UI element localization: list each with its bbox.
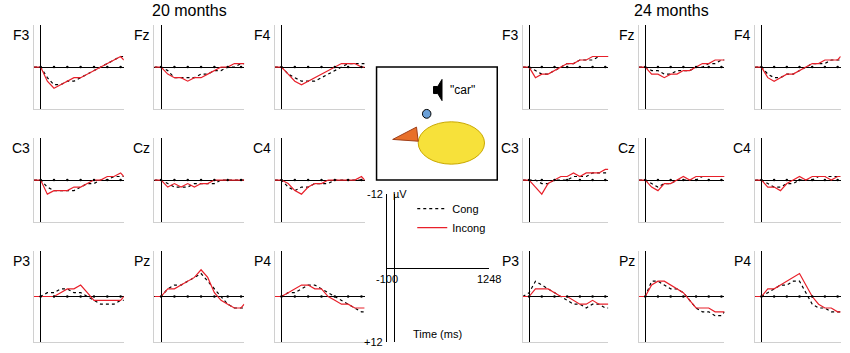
svg-text:P3: P3 <box>502 253 519 269</box>
svg-text:-100: -100 <box>376 273 398 285</box>
svg-text:Time (ms): Time (ms) <box>413 328 462 340</box>
svg-text:F4: F4 <box>254 27 271 43</box>
svg-text:20 months: 20 months <box>152 2 227 19</box>
svg-text:Pz: Pz <box>619 253 635 269</box>
svg-text:1248: 1248 <box>477 273 501 285</box>
svg-text:C4: C4 <box>253 140 271 156</box>
svg-text:F3: F3 <box>13 27 30 43</box>
svg-text:-12: -12 <box>367 188 383 200</box>
svg-text:Fz: Fz <box>619 27 635 43</box>
svg-text:C3: C3 <box>12 140 30 156</box>
svg-text:Incong: Incong <box>452 222 485 234</box>
svg-text:Cz: Cz <box>618 140 635 156</box>
svg-text:"car": "car" <box>450 83 475 97</box>
svg-text:P4: P4 <box>734 253 751 269</box>
svg-text:Pz: Pz <box>134 253 150 269</box>
svg-text:+12: +12 <box>364 336 383 348</box>
svg-text:24 months: 24 months <box>634 2 709 19</box>
svg-text:C4: C4 <box>733 140 751 156</box>
svg-text:C3: C3 <box>501 140 519 156</box>
svg-text:Cz: Cz <box>133 140 150 156</box>
svg-text:P3: P3 <box>13 253 30 269</box>
svg-text:P4: P4 <box>254 253 271 269</box>
svg-text:µV: µV <box>393 188 407 200</box>
svg-text:F4: F4 <box>734 27 751 43</box>
svg-text:F3: F3 <box>502 27 519 43</box>
svg-text:Fz: Fz <box>134 27 150 43</box>
svg-text:Cong: Cong <box>452 203 478 215</box>
